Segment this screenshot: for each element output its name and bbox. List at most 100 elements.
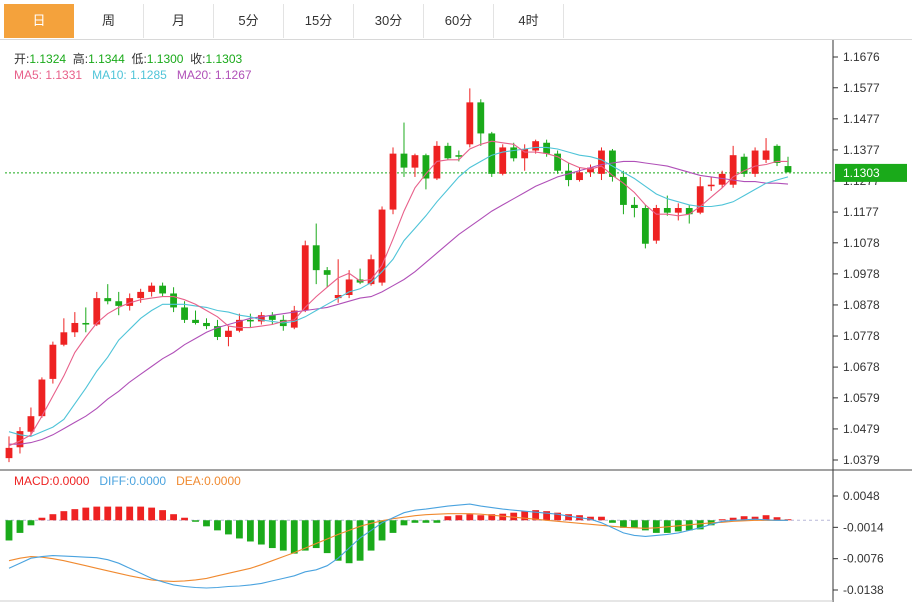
- candle-body: [60, 332, 68, 345]
- candle: [225, 326, 232, 347]
- candle: [312, 223, 320, 285]
- tab-4hour[interactable]: 4时: [494, 4, 564, 38]
- candle-body: [532, 141, 540, 151]
- candle: [609, 148, 616, 182]
- candle-body: [203, 322, 210, 327]
- candle-body: [554, 153, 561, 171]
- macd-histogram-bar: [587, 516, 594, 521]
- candle: [82, 307, 90, 333]
- candle-body: [510, 147, 518, 159]
- last-price-tag: [835, 163, 907, 182]
- ma5-label: MA5:: [14, 68, 43, 82]
- macd-histogram-bar: [378, 520, 386, 541]
- candle: [620, 170, 627, 215]
- ma10-label: MA10:: [92, 68, 127, 82]
- candle: [389, 147, 397, 215]
- candle-body: [477, 102, 485, 134]
- ma10-line: [8, 146, 789, 437]
- candle: [422, 153, 430, 190]
- chart-area[interactable]: 1.16761.15771.14771.13771.12771.11771.10…: [0, 40, 912, 602]
- candle: [115, 291, 123, 316]
- macd-histogram-bar: [740, 516, 748, 521]
- candle-body: [389, 153, 397, 210]
- candle: [16, 427, 24, 454]
- macd-histogram-bar: [521, 511, 529, 521]
- macd-histogram-bar: [279, 520, 287, 551]
- macd-histogram-bar: [729, 517, 737, 521]
- macd-histogram-bar: [345, 520, 353, 564]
- macd-histogram-bar: [49, 514, 57, 521]
- candle: [411, 153, 419, 177]
- tab-week[interactable]: 周: [74, 4, 144, 38]
- price-tick-label: 1.0978: [843, 267, 880, 281]
- candle: [38, 377, 46, 418]
- candle-body: [290, 310, 298, 328]
- macd-histogram-bar: [82, 507, 90, 521]
- macd-histogram-bar: [5, 520, 13, 541]
- candle-body: [620, 176, 627, 205]
- candle-body: [214, 326, 221, 337]
- candle-body: [246, 319, 254, 322]
- macd-histogram-bar: [751, 516, 759, 521]
- candle: [378, 206, 386, 286]
- low-label: 低:: [131, 52, 147, 66]
- macd-histogram-bar: [466, 514, 474, 521]
- candle-body: [422, 155, 430, 179]
- tab-15min[interactable]: 15分: [284, 4, 354, 38]
- candle: [532, 139, 540, 154]
- candle-body: [126, 298, 134, 306]
- candle: [554, 150, 561, 174]
- candle: [170, 287, 177, 313]
- macd-tick-label: -0.0138: [843, 583, 884, 597]
- macd-histogram-bar: [126, 506, 134, 521]
- ma20-line: [9, 160, 789, 445]
- macd-histogram-bar: [301, 520, 309, 551]
- macd-label: MACD:: [14, 474, 53, 488]
- candle-body: [159, 285, 167, 294]
- tab-month[interactable]: 月: [144, 4, 214, 38]
- candle-body: [27, 416, 35, 432]
- candle: [740, 153, 748, 177]
- candle-body: [499, 147, 507, 174]
- macd-histogram-bar: [510, 512, 518, 521]
- macd-histogram-bar: [773, 517, 781, 521]
- tab-day[interactable]: 日: [4, 4, 74, 38]
- candle: [71, 312, 79, 337]
- tab-60min[interactable]: 60分: [424, 4, 494, 38]
- candle: [345, 270, 353, 299]
- macd-histogram-bar: [137, 506, 145, 521]
- macd-histogram-bar: [411, 520, 419, 523]
- tab-5min[interactable]: 5分: [214, 4, 284, 38]
- dea-label: DEA:: [176, 474, 205, 488]
- macd-histogram-bar: [27, 520, 35, 526]
- candle: [674, 203, 682, 221]
- macd-histogram-bar: [444, 516, 452, 521]
- candle-body: [378, 209, 386, 283]
- candle: [60, 318, 68, 347]
- macd-histogram-bar: [181, 517, 188, 521]
- candle: [137, 288, 145, 303]
- macd-histogram-bar: [104, 506, 112, 521]
- macd-histogram-bar: [620, 520, 627, 528]
- candle-body: [576, 172, 583, 181]
- candle-body: [192, 319, 199, 323]
- candle: [268, 312, 276, 325]
- candle: [257, 312, 265, 325]
- macd-histogram-bar: [565, 514, 572, 521]
- price-tick-label: 1.1078: [843, 236, 880, 250]
- candle: [444, 142, 452, 160]
- candle-body: [630, 204, 638, 209]
- macd-histogram-bar: [762, 515, 770, 521]
- tab-30min[interactable]: 30分: [354, 4, 424, 38]
- ma-legend: MA5: 1.1331 MA10: 1.1285 MA20: 1.1267: [14, 68, 252, 82]
- candle: [400, 122, 408, 177]
- macd-histogram-bar: [323, 520, 331, 554]
- candle: [587, 164, 594, 177]
- macd-histogram-bar: [115, 506, 123, 521]
- candle-body: [696, 186, 704, 213]
- candle: [751, 147, 759, 177]
- macd-histogram-bar: [159, 510, 167, 521]
- candle-body: [751, 150, 759, 174]
- candle: [762, 138, 770, 163]
- candle: [576, 167, 583, 182]
